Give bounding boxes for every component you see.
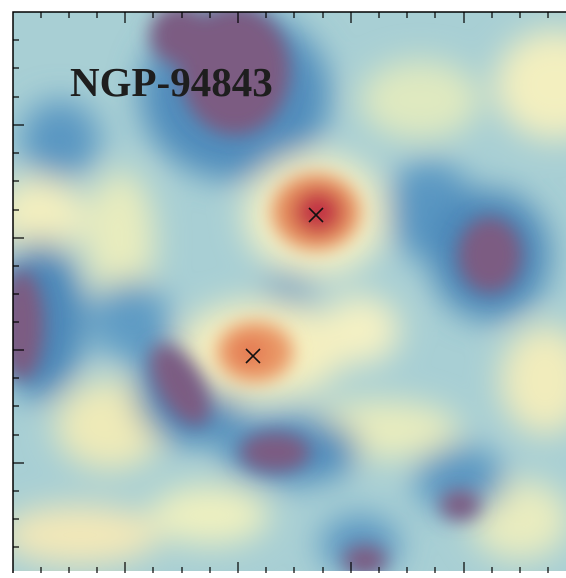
field-label: NGP-94843 [70, 59, 273, 105]
map-figure: NGP-94843 [0, 0, 566, 573]
